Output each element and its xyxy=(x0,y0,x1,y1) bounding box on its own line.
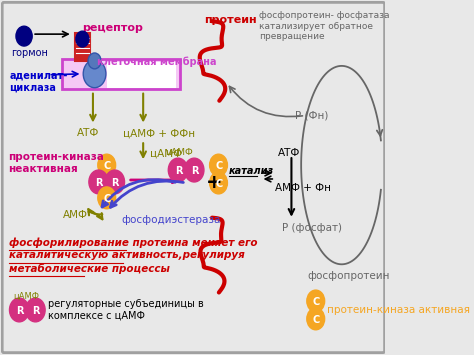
Bar xyxy=(62,59,180,89)
Text: катализ: катализ xyxy=(229,166,274,176)
Text: АМФ + Фн: АМФ + Фн xyxy=(275,183,331,193)
Circle shape xyxy=(307,290,325,312)
Text: +: + xyxy=(206,173,222,192)
Text: аденилат-
циклаза: аденилат- циклаза xyxy=(9,71,68,92)
Text: цАМФ: цАМФ xyxy=(150,148,182,158)
Text: R: R xyxy=(32,306,40,316)
Circle shape xyxy=(76,31,89,47)
Text: R: R xyxy=(95,178,103,188)
Circle shape xyxy=(98,154,116,176)
Circle shape xyxy=(98,187,116,209)
Text: цАМФ: цАМФ xyxy=(14,292,39,301)
Text: C: C xyxy=(312,315,320,325)
Text: Р (Фн): Р (Фн) xyxy=(295,110,329,121)
Circle shape xyxy=(26,298,45,322)
Circle shape xyxy=(307,308,325,330)
Text: протеин-киназа
неактивная: протеин-киназа неактивная xyxy=(8,152,104,174)
Circle shape xyxy=(16,26,32,46)
Text: R: R xyxy=(175,166,182,176)
Text: C: C xyxy=(215,161,222,171)
Text: цАМФ + ФФн: цАМФ + ФФн xyxy=(123,129,195,138)
Text: C: C xyxy=(215,179,222,189)
Text: фосфорилирование протеина меняет его: фосфорилирование протеина меняет его xyxy=(9,237,258,248)
Text: протеин-киназа активная: протеин-киназа активная xyxy=(327,305,470,315)
FancyBboxPatch shape xyxy=(2,2,384,353)
Text: клеточная мембрана: клеточная мембрана xyxy=(97,57,217,67)
Text: АТФ: АТФ xyxy=(77,129,99,138)
Circle shape xyxy=(9,298,29,322)
Text: регуляторные субъединицы в
комплексе с цАМФ: регуляторные субъединицы в комплексе с ц… xyxy=(47,299,203,321)
Text: гормон: гормон xyxy=(11,48,48,58)
Text: протеин: протеин xyxy=(204,15,256,25)
Circle shape xyxy=(83,60,106,88)
Text: фосфопротеин- фосфатаза
катализирует обратное
превращение: фосфопротеин- фосфатаза катализирует обр… xyxy=(259,11,390,41)
Text: Р (фосфат): Р (фосфат) xyxy=(282,223,342,233)
Text: фосфопротеин: фосфопротеин xyxy=(308,271,390,281)
Bar xyxy=(107,62,175,88)
Text: C: C xyxy=(103,194,111,204)
Text: АМФ: АМФ xyxy=(63,210,88,220)
Text: цАМФ: цАМФ xyxy=(165,148,193,157)
Text: рецептор: рецептор xyxy=(82,23,143,33)
Circle shape xyxy=(89,170,109,194)
Text: R: R xyxy=(111,178,119,188)
Circle shape xyxy=(168,158,188,182)
Circle shape xyxy=(184,158,204,182)
Circle shape xyxy=(88,53,101,69)
Text: R: R xyxy=(191,166,199,176)
Text: фосфодиэстераза: фосфодиэстераза xyxy=(121,215,221,225)
Circle shape xyxy=(210,172,228,194)
Text: АТФ: АТФ xyxy=(278,148,300,158)
Bar xyxy=(75,33,90,61)
Text: метаболические процессы: метаболические процессы xyxy=(9,263,170,274)
Text: R: R xyxy=(16,306,24,316)
Text: C: C xyxy=(103,161,111,171)
Circle shape xyxy=(210,154,228,176)
Text: C: C xyxy=(312,297,320,307)
Circle shape xyxy=(105,170,125,194)
Text: каталитическую активность,регулируя: каталитическую активность,регулируя xyxy=(9,250,245,261)
